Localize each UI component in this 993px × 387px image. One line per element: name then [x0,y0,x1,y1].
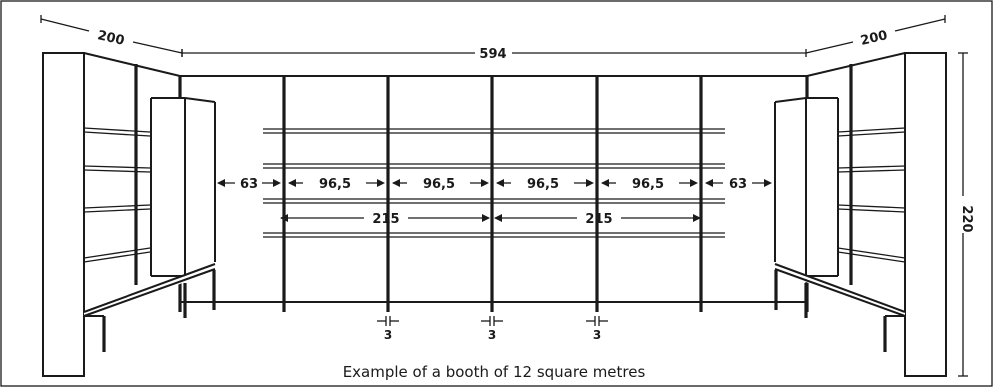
dim-bay-2-label: 96,5 [423,177,455,192]
dim-bay-3-label: 96,5 [527,177,559,192]
dim-post-1: 3 [377,316,399,342]
dim-gap-right-label: 63 [729,177,747,192]
dim-post-2-label: 3 [488,328,496,342]
dim-span-left-label: 215 [372,212,399,227]
back-shelves [263,128,725,238]
left-front-panel [42,52,85,377]
dim-height-label: 220 [959,205,974,232]
left-side-wall [42,52,216,377]
dim-post-3: 3 [586,316,608,342]
dim-back-width-label: 594 [479,47,506,62]
back-wall [178,75,809,312]
dim-left-depth-label: 200 [96,28,126,49]
dim-bay-1-label: 96,5 [319,177,351,192]
dim-row-bays: 63 96,5 96,5 96,5 96,5 63 [217,177,772,192]
dim-bay-4-label: 96,5 [632,177,664,192]
dim-back-width: 594 [181,47,807,62]
dim-left-depth: 200 [40,15,183,57]
dim-post-3-label: 3 [593,328,601,342]
dim-post-1-label: 3 [384,328,392,342]
dim-row-spans: 215 215 [280,212,701,227]
dim-post-2: 3 [481,316,503,342]
dim-height: 220 [958,52,974,377]
right-side-wall [774,52,947,377]
right-front-panel [904,52,947,377]
dim-gap-left-label: 63 [240,177,258,192]
dim-span-right-label: 215 [585,212,612,227]
dim-right-depth-label: 200 [859,28,889,49]
dim-right-depth: 200 [805,15,946,54]
diagram-caption: Example of a booth of 12 square metres [343,363,646,381]
